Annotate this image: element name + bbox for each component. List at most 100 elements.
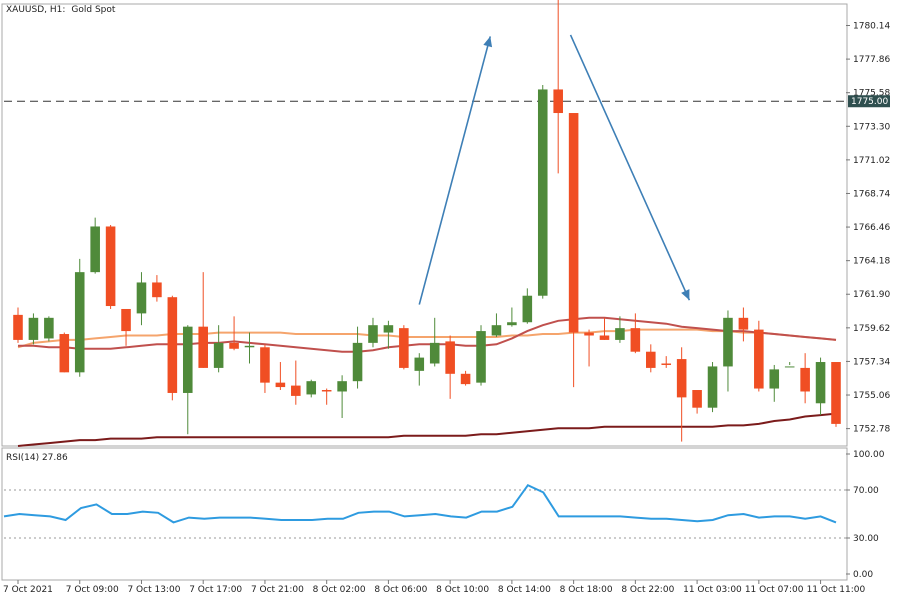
candle-bullish (507, 322, 517, 326)
candle-bullish (74, 272, 85, 373)
candle-bullish (306, 381, 317, 395)
time-axis-label: 8 Oct 22:00 (621, 585, 674, 595)
candle-bullish (414, 357, 425, 371)
candle-bearish (630, 328, 641, 352)
price-axis-label: 1775.58 (853, 89, 890, 99)
trend-arrow-line (418, 36, 492, 305)
candle-bearish (260, 347, 270, 383)
candle-bearish (831, 362, 841, 424)
candle-bullish (136, 282, 147, 314)
price-axis-label: 1764.18 (853, 257, 890, 267)
candle-bearish (754, 329, 764, 389)
price-panel-frame (1, 3, 848, 447)
time-axis-label: 8 Oct 18:00 (560, 585, 613, 595)
candle-bearish (676, 359, 687, 398)
candle-bearish (198, 326, 208, 368)
time-axis-label: 11 Oct 07:00 (745, 585, 804, 595)
candle-bearish (275, 382, 286, 388)
candle-bullish (383, 325, 394, 333)
candle-bearish (445, 341, 455, 374)
candle-bearish (460, 373, 471, 385)
candle-bearish (738, 317, 749, 330)
price-plot-area (4, 0, 846, 447)
moving-average-line-1 (17, 328, 837, 349)
candle-bullish (476, 331, 486, 383)
candle-bearish (568, 113, 579, 333)
rsi-axis-label: 30.00 (853, 534, 879, 544)
time-axis-label: 8 Oct 06:00 (374, 585, 427, 595)
candle-bearish (321, 390, 332, 392)
symbol-label: XAUUSD, H1: (6, 5, 65, 15)
trend-arrow-line (569, 34, 691, 301)
trend-arrow-head (483, 36, 493, 48)
candle-bearish (599, 335, 610, 340)
time-axis-label: 7 Oct 09:00 (66, 585, 119, 595)
price-axis-label: 1752.78 (853, 425, 890, 435)
candle-bearish (800, 367, 810, 392)
candle-bearish (291, 385, 301, 396)
candle-bullish (182, 326, 193, 393)
candle-bearish (167, 297, 178, 393)
candle-bearish (399, 328, 409, 368)
candle-bearish (661, 363, 672, 365)
candle-bullish (352, 342, 363, 382)
price-axis-label: 1780.14 (853, 22, 890, 32)
trend-arrow-head (681, 289, 690, 301)
candle-bearish (584, 332, 594, 336)
axes: 1780.14 1777.86 1775.58 1773.30 1771.02 1768.… (3, 22, 890, 595)
time-axis-label: 11 Oct 03:00 (683, 585, 742, 595)
candle-bullish (723, 317, 733, 367)
moving-average-line-3 (17, 412, 837, 447)
candle-bearish (553, 89, 563, 114)
price-axis-label: 1761.90 (853, 290, 890, 300)
price-axis-label: 1773.30 (853, 122, 890, 132)
candle-bullish (90, 226, 100, 273)
price-axis-label: 1768.74 (853, 189, 890, 199)
time-axis-label: 7 Oct 2021 (3, 585, 53, 595)
candle-bearish (121, 308, 131, 332)
candle-bearish (229, 342, 239, 349)
candle-bearish (59, 334, 70, 373)
rsi-axis-label: 100.00 (853, 450, 885, 460)
candle-bullish (429, 342, 440, 364)
rsi-line (3, 483, 837, 524)
rsi-plot-area (3, 483, 846, 539)
candle-bearish (152, 282, 162, 298)
candle-bullish (784, 366, 795, 368)
price-axis-label: 1766.46 (853, 223, 890, 233)
candle-bullish (537, 89, 548, 296)
candle-bullish (615, 328, 625, 340)
candle-bullish (522, 295, 533, 323)
moving-average-line-2 (18, 316, 837, 353)
candle-bearish (646, 351, 656, 368)
candle-bullish (337, 381, 347, 392)
price-axis-label: 1771.02 (853, 156, 890, 166)
time-axis-label: 7 Oct 13:00 (127, 585, 180, 595)
candle-bullish (707, 366, 718, 408)
candle-bearish (105, 226, 116, 307)
time-axis-label: 8 Oct 10:00 (436, 585, 489, 595)
candle-bullish (815, 362, 826, 404)
chart-header: XAUUSD, H1: Gold Spot (6, 5, 116, 15)
rsi-axis-label: 0.00 (853, 570, 873, 580)
candle-bullish (213, 342, 224, 368)
candle-bearish (692, 390, 702, 408)
time-axis-label: 8 Oct 02:00 (313, 585, 366, 595)
candle-bearish (13, 314, 23, 340)
candle-bullish (769, 369, 780, 389)
rsi-axis-label: 70.00 (853, 486, 879, 496)
price-level-tag-label: 1775.00 (851, 97, 888, 107)
time-axis-label: 11 Oct 11:00 (807, 585, 866, 595)
price-axis-label: 1755.06 (853, 391, 890, 401)
rsi-label: RSI(14) 27.86 (6, 453, 68, 463)
time-axis-label: 7 Oct 17:00 (189, 585, 242, 595)
price-axis-label: 1757.34 (853, 357, 890, 367)
candle-bullish (244, 345, 255, 348)
candle-bullish (491, 325, 502, 336)
price-axis-label: 1759.62 (853, 324, 890, 334)
price-axis-label: 1777.86 (853, 55, 890, 65)
time-axis-label: 7 Oct 21:00 (251, 585, 304, 595)
candle-bullish (44, 317, 54, 339)
